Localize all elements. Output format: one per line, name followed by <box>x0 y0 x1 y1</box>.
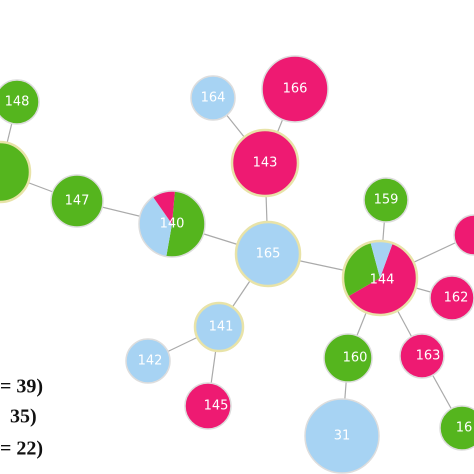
node-label: 145 <box>204 399 229 414</box>
node <box>230 128 300 198</box>
node-label: 163 <box>416 349 441 364</box>
node-label: 143 <box>253 156 278 171</box>
pie-node <box>138 190 206 258</box>
node <box>261 55 329 123</box>
node <box>50 174 104 228</box>
node-label: 142 <box>138 354 163 369</box>
node-label: 162 <box>444 291 469 306</box>
node-label: 166 <box>283 82 308 97</box>
legend-text: = 22) <box>0 438 43 460</box>
node <box>399 333 445 379</box>
node-label: 144 <box>370 273 395 288</box>
node-outline <box>341 239 419 317</box>
legend-text: 35) <box>10 406 37 428</box>
node <box>234 220 302 288</box>
node-label: 31 <box>334 429 351 444</box>
node-label: 141 <box>209 320 234 335</box>
node <box>304 398 380 474</box>
pie-slice <box>153 190 175 224</box>
pie-node <box>341 239 419 317</box>
legend-text: = 39) <box>0 376 43 398</box>
pie-slice <box>348 243 418 315</box>
node-label: 148 <box>5 95 30 110</box>
node-label: 140 <box>160 217 185 232</box>
node-label: 16 <box>456 421 473 436</box>
node <box>439 405 474 451</box>
node <box>363 177 409 223</box>
node <box>184 382 232 430</box>
node <box>0 140 32 204</box>
node-label: 160 <box>343 351 368 366</box>
node <box>125 338 171 384</box>
node <box>453 214 474 256</box>
node-label: 165 <box>256 247 281 262</box>
node <box>429 275 474 321</box>
node <box>0 79 40 125</box>
node-outline <box>138 190 206 258</box>
pie-slice <box>370 240 393 278</box>
node <box>323 333 373 383</box>
pie-slice <box>343 242 380 297</box>
node-label: 164 <box>201 91 226 106</box>
legend: = 39) 35) = 22) <box>0 376 43 460</box>
node <box>190 75 236 121</box>
node-label: 147 <box>65 194 90 209</box>
node-label: 159 <box>374 193 399 208</box>
pie-slice <box>139 197 172 257</box>
pie-slice <box>166 191 205 257</box>
nodes: 148 147 140 164 166 143 165 159 144 162 <box>0 55 474 474</box>
node <box>193 301 245 353</box>
